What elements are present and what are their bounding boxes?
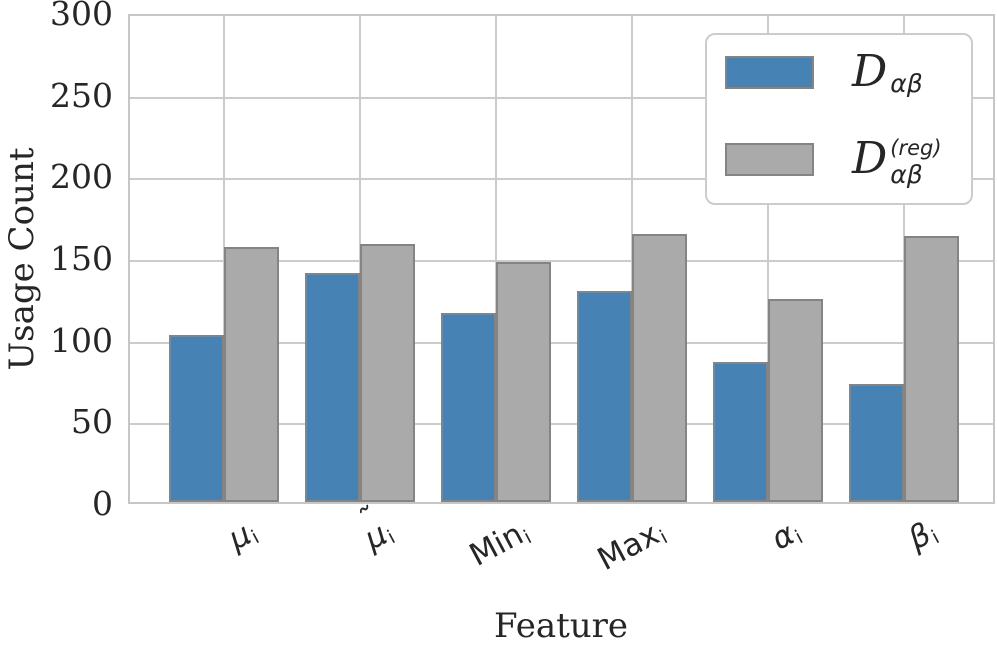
y-tick-label-0: 0	[92, 484, 113, 523]
bar-D-alpha-beta-reg-1	[360, 243, 415, 502]
legend-label-base: D	[852, 46, 888, 97]
gridline-y-250	[130, 96, 993, 99]
y-tick-label-100: 100	[50, 320, 113, 360]
legend-label-D-alpha-beta-reg: D (reg) αβ	[852, 133, 942, 189]
x-tick-base: μ ˜	[351, 501, 393, 558]
x-tick-label-0: μi	[223, 514, 266, 564]
x-tick-label-1: μ ˜ i	[351, 501, 402, 564]
y-tick-label-200: 200	[50, 157, 113, 197]
legend-entry-D-alpha-beta-reg: D (reg) αβ	[725, 137, 942, 187]
gridline-y-100	[130, 341, 993, 344]
legend-label-subscript: αβ	[890, 159, 923, 189]
bar-D-alpha-beta-reg-4	[768, 299, 823, 502]
tilde-accent: ˜	[351, 501, 383, 541]
legend-label-base: D	[852, 133, 888, 184]
y-tick-label-150: 150	[50, 239, 113, 278]
bar-D-alpha-beta-4	[713, 361, 768, 502]
y-tick-label-250: 250	[50, 75, 113, 115]
bar-D-alpha-beta-reg-3	[632, 234, 687, 502]
bar-D-alpha-beta-reg-0	[224, 247, 279, 502]
y-tick-label-300: 300	[50, 0, 113, 33]
bar-D-alpha-beta-2	[441, 312, 496, 502]
gridline-x-4	[767, 16, 769, 502]
x-tick-label-5: βi	[902, 514, 946, 564]
x-tick-label-2: Mini	[463, 514, 538, 580]
gridline-x-2	[495, 16, 497, 502]
bar-D-alpha-beta-3	[577, 291, 632, 502]
bar-D-alpha-beta-reg-2	[496, 261, 551, 502]
legend-label-subscript: αβ	[890, 68, 923, 98]
gridline-y-150	[130, 260, 993, 262]
x-tick-base: Max	[591, 516, 665, 578]
x-tick-label-4: αi	[766, 514, 809, 564]
y-tick-label-50: 50	[71, 402, 113, 442]
legend-swatch-D-alpha-beta	[725, 55, 814, 89]
x-tick-base: Min	[463, 516, 529, 574]
x-tick-base: β	[902, 516, 937, 558]
bar-D-alpha-beta-5	[849, 384, 904, 502]
legend-label-superscript: (reg)	[890, 135, 942, 160]
bar-D-alpha-beta-0	[169, 335, 224, 502]
x-tick-label-3: Maxi	[591, 514, 674, 584]
legend-swatch-D-alpha-beta-reg	[725, 142, 814, 176]
legend-label-scripts: (reg) αβ	[890, 135, 942, 189]
x-axis-label: Feature	[493, 606, 629, 646]
x-tick-base: μ	[222, 516, 257, 558]
bar-D-alpha-beta-reg-5	[904, 235, 959, 502]
bar-D-alpha-beta-1	[305, 273, 360, 502]
gridline-y-200	[130, 178, 993, 181]
gridline-y-50	[130, 423, 993, 426]
